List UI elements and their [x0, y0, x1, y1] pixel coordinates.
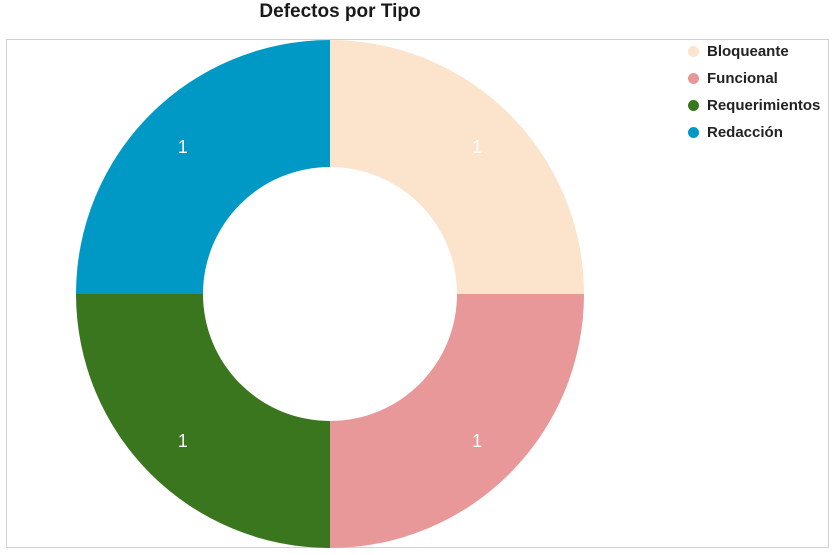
legend-label: Funcional	[707, 70, 778, 87]
legend-swatch	[688, 73, 699, 84]
legend-label: Redacción	[707, 124, 783, 141]
legend-swatch	[688, 100, 699, 111]
legend-item[interactable]: Requerimientos	[688, 92, 836, 119]
donut-slice-bloqueante[interactable]	[330, 40, 584, 294]
donut-slice-requerimientos[interactable]	[76, 294, 330, 548]
legend-item[interactable]: Funcional	[688, 65, 836, 92]
chart-legend: Bloqueante Funcional Requerimientos Redacci…	[688, 38, 836, 146]
legend-label: Bloqueante	[707, 43, 789, 60]
plot-area-frame	[6, 39, 829, 548]
donut-slice-redacción[interactable]	[76, 40, 330, 294]
legend-swatch	[688, 46, 699, 57]
legend-label: Requerimientos	[707, 97, 821, 114]
legend-item[interactable]: Redacción	[688, 119, 836, 146]
slice-value-label: 1	[178, 137, 188, 157]
legend-item[interactable]: Bloqueante	[688, 38, 836, 65]
chart-title: Defectos por Tipo	[259, 1, 421, 22]
legend-swatch	[688, 127, 699, 138]
slice-value-label: 1	[178, 431, 188, 451]
slice-value-label: 1	[472, 137, 482, 157]
slice-value-label: 1	[472, 431, 482, 451]
donut-slice-funcional[interactable]	[330, 294, 584, 548]
